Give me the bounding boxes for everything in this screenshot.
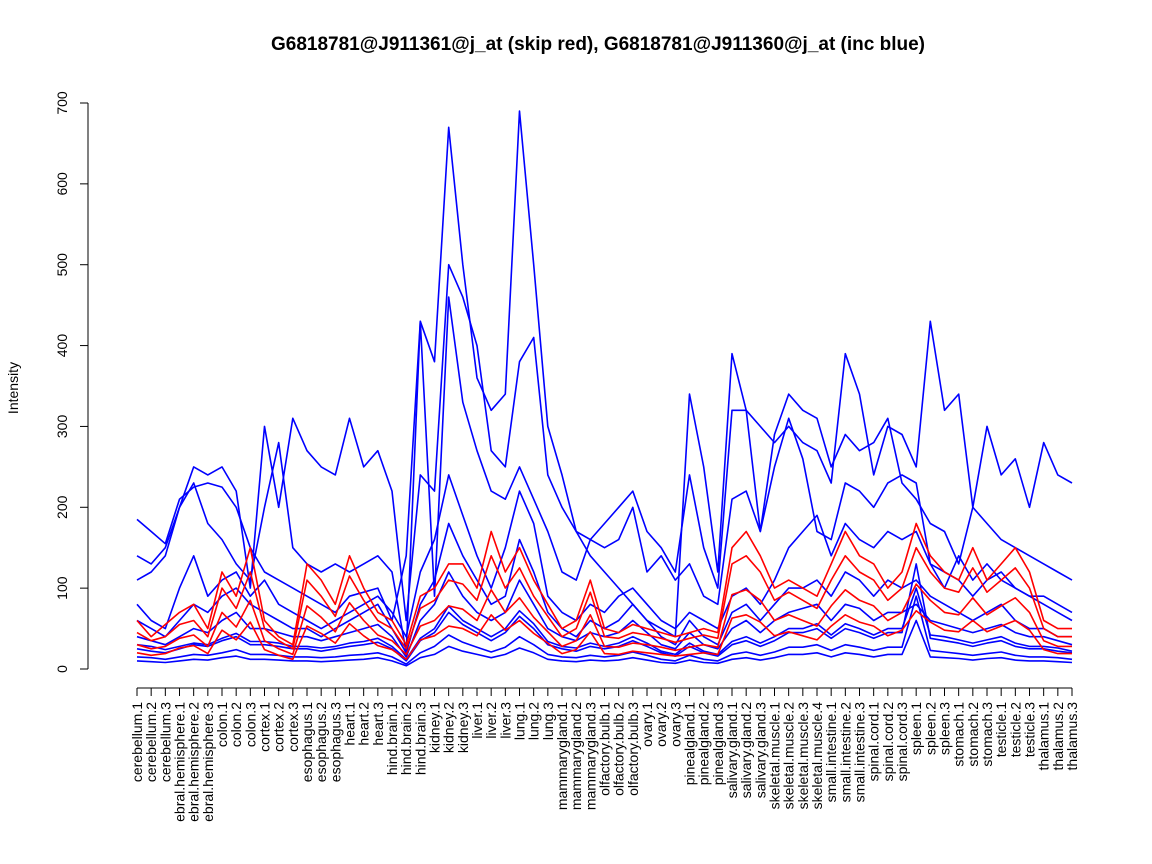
x-tick-label: skeletal.muscle.2	[781, 702, 797, 810]
x-tick-label: ovary.3	[667, 702, 683, 747]
x-tick-label: esophagus.3	[327, 702, 343, 782]
x-tick-label: colon.2	[228, 702, 244, 747]
x-tick-label: spleen.1	[908, 702, 924, 755]
x-tick-label: skeletal.muscle.4	[809, 702, 825, 810]
x-tick-label: spinal.cord.3	[894, 702, 910, 782]
x-tick-label: ebral.hemisphere.3	[200, 702, 216, 822]
x-tick-label: liver.2	[483, 702, 499, 739]
x-tick-label: spleen.3	[937, 702, 953, 755]
series-layer	[136, 110, 1073, 667]
x-tick-label: hind.brain.3	[412, 702, 428, 775]
y-tick-label: 300	[54, 415, 70, 439]
series-line-red-2	[136, 546, 1072, 650]
x-tick-label: testicle.2	[1007, 702, 1023, 757]
x-tick-label: skeletal.muscle.1	[767, 702, 783, 810]
x-tick-label: liver.1	[469, 702, 485, 739]
x-tick-label: ebral.hemisphere.2	[186, 702, 202, 822]
y-tick-label: 700	[54, 91, 70, 115]
x-tick-label: spinal.cord.1	[866, 702, 882, 782]
x-tick-label: pinealgland.3	[710, 702, 726, 786]
x-tick-label: cerebellum.1	[129, 702, 145, 782]
y-tick-label: 600	[54, 172, 70, 196]
x-tick-label: kidney.2	[441, 702, 457, 753]
x-tick-label: cerebellum.2	[143, 702, 159, 782]
x-tick-label: pinealgland.2	[696, 702, 712, 786]
x-tick-label: heart.2	[356, 702, 372, 746]
x-tick-label: small.intestine.3	[852, 702, 868, 803]
x-axis: cerebellum.1cerebellum.2cerebellum.3ebra…	[129, 687, 1080, 822]
x-tick-label: skeletal.muscle.3	[795, 702, 811, 810]
x-tick-label: hind.brain.2	[398, 702, 414, 775]
x-tick-label: cortex.1	[257, 702, 273, 752]
y-axis: 0 100 200 300 400 500 600 700	[54, 91, 89, 673]
series-line-blue-9	[136, 619, 1073, 667]
x-tick-label: salivary.gland.1	[724, 702, 740, 798]
x-tick-label: olfactory.bulb.2	[611, 702, 627, 796]
series-line-blue-4	[136, 474, 1073, 638]
y-tick-label: 200	[54, 495, 70, 519]
x-tick-label: heart.3	[370, 702, 386, 746]
x-tick-label: mammarygland.2	[568, 702, 584, 810]
x-tick-label: colon.3	[242, 702, 258, 747]
x-tick-label: cortex.2	[271, 702, 287, 752]
series-line-blue-2	[136, 263, 1073, 622]
x-tick-label: esophagus.2	[313, 702, 329, 782]
y-tick-label: 500	[54, 253, 70, 277]
x-tick-label: ebral.hemisphere.1	[172, 702, 188, 822]
x-tick-label: cerebellum.3	[157, 702, 173, 782]
x-tick-label: ovary.1	[639, 702, 655, 747]
x-tick-label: esophagus.1	[299, 702, 315, 782]
series-line-red-4	[136, 609, 1072, 661]
x-tick-label: stomach.2	[965, 702, 981, 767]
x-tick-label: salivary.gland.2	[738, 702, 754, 798]
x-tick-label: lung.3	[540, 702, 556, 740]
x-tick-label: stomach.3	[979, 702, 995, 767]
x-tick-label: kidney.1	[427, 702, 443, 753]
y-tick-label: 100	[54, 576, 70, 600]
x-tick-label: spleen.2	[922, 702, 938, 755]
x-tick-label: pinealgland.1	[682, 702, 698, 786]
series-line-red-3	[136, 583, 1072, 656]
x-tick-label: olfactory.bulb.3	[625, 702, 641, 796]
x-tick-label: thalamus.2	[1050, 702, 1066, 771]
series-line-blue-6	[136, 571, 1073, 658]
y-tick-label: 0	[54, 665, 70, 673]
x-tick-label: lung.1	[512, 702, 528, 740]
x-tick-label: thalamus.1	[1036, 702, 1052, 771]
y-axis-label: Intensity	[5, 362, 21, 414]
x-tick-label: colon.1	[214, 702, 230, 747]
x-tick-label: testicle.1	[993, 702, 1009, 757]
chart-title: G6818781@J911361@j_at (skip red), G68187…	[271, 34, 925, 55]
x-tick-label: mammarygland.1	[554, 702, 570, 810]
x-tick-label: testicle.3	[1022, 702, 1038, 757]
x-tick-label: mammarygland.3	[582, 702, 598, 810]
series-line-red-1	[136, 522, 1072, 646]
x-tick-label: spinal.cord.2	[880, 702, 896, 782]
series-line-blue-8	[136, 595, 1073, 665]
x-tick-label: stomach.1	[951, 702, 967, 767]
series-line-blue-3	[136, 296, 1073, 654]
x-tick-label: thalamus.3	[1064, 702, 1080, 771]
x-tick-label: cortex.3	[285, 702, 301, 752]
x-tick-label: olfactory.bulb.1	[597, 702, 613, 796]
x-tick-label: small.intestine.1	[823, 702, 839, 803]
x-tick-label: heart.1	[342, 702, 358, 746]
x-tick-label: hind.brain.1	[384, 702, 400, 775]
x-tick-label: lung.2	[526, 702, 542, 740]
x-tick-label: liver.3	[497, 702, 513, 739]
x-tick-label: kidney.3	[455, 702, 471, 753]
series-line-blue-1	[136, 110, 1073, 638]
series-line-blue-5	[136, 522, 1072, 654]
y-tick-label: 400	[54, 334, 70, 358]
x-tick-label: small.intestine.2	[837, 702, 853, 803]
x-tick-label: salivary.gland.3	[752, 702, 768, 798]
x-tick-label: ovary.2	[653, 702, 669, 747]
